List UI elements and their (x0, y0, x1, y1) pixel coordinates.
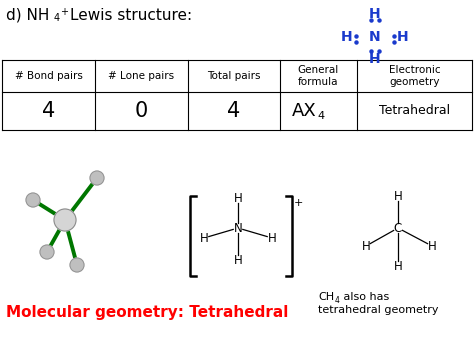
Text: H: H (393, 260, 402, 273)
Text: 4: 4 (335, 296, 340, 305)
Text: H: H (428, 240, 437, 252)
Text: H: H (200, 231, 209, 245)
Text: # Lone pairs: # Lone pairs (109, 71, 174, 81)
Text: Total pairs: Total pairs (207, 71, 261, 81)
Circle shape (40, 245, 54, 259)
Text: 4: 4 (42, 101, 55, 121)
Text: H: H (268, 231, 276, 245)
Text: # Bond pairs: # Bond pairs (15, 71, 82, 81)
Text: H: H (369, 52, 381, 66)
Text: 4: 4 (318, 111, 325, 121)
Text: +: + (294, 198, 303, 208)
Text: C: C (394, 222, 402, 235)
Text: H: H (393, 190, 402, 202)
Text: H: H (341, 30, 353, 44)
Text: N: N (234, 222, 242, 235)
Text: Electronic
geometry: Electronic geometry (389, 65, 440, 87)
Text: 4: 4 (228, 101, 241, 121)
Text: also has: also has (340, 292, 389, 302)
Text: H: H (397, 30, 409, 44)
Text: N: N (369, 30, 381, 44)
Text: H: H (234, 191, 242, 204)
Circle shape (54, 209, 76, 231)
Text: tetrahedral geometry: tetrahedral geometry (318, 305, 438, 315)
Circle shape (90, 171, 104, 185)
Text: H: H (362, 240, 370, 252)
Text: CH: CH (318, 292, 334, 302)
Text: General
formula: General formula (298, 65, 339, 87)
Text: AX: AX (292, 102, 317, 120)
Circle shape (70, 258, 84, 272)
Text: Lewis structure:: Lewis structure: (70, 8, 192, 23)
Text: d) NH: d) NH (6, 8, 49, 23)
Text: Molecular geometry: Tetrahedral: Molecular geometry: Tetrahedral (6, 305, 288, 320)
Circle shape (26, 193, 40, 207)
Text: H: H (369, 7, 381, 21)
Text: 0: 0 (135, 101, 148, 121)
Text: Tetrahedral: Tetrahedral (379, 104, 450, 118)
Text: 4: 4 (54, 13, 60, 23)
Text: +: + (60, 7, 68, 17)
Text: H: H (234, 253, 242, 267)
